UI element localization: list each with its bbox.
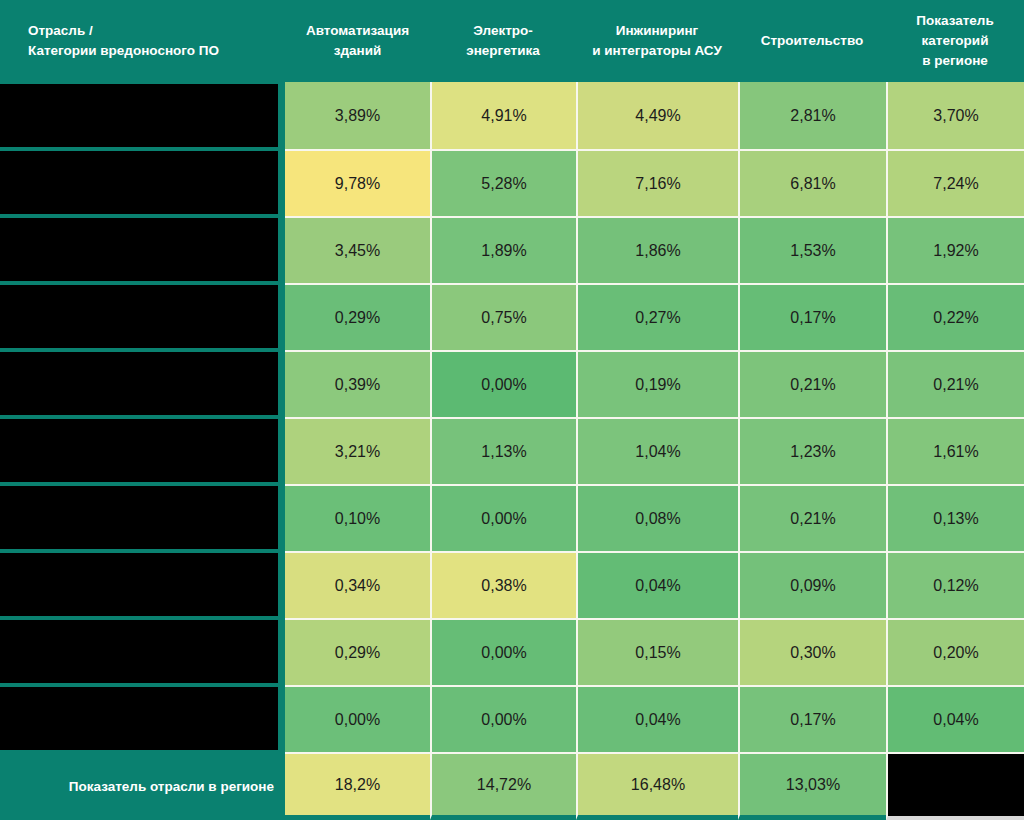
value-cell: 0,39% bbox=[285, 350, 430, 417]
row-label-redacted bbox=[0, 216, 285, 283]
value-cell: 0,21% bbox=[738, 350, 886, 417]
value-cell: 0,17% bbox=[738, 685, 886, 752]
value-cell: 0,27% bbox=[576, 283, 738, 350]
footer-value-cell: 13,03% bbox=[738, 752, 886, 820]
value-cell: 0,20% bbox=[886, 618, 1024, 685]
value-cell: 3,45% bbox=[285, 216, 430, 283]
value-cell: 1,53% bbox=[738, 216, 886, 283]
column-header: Электро- энергетика bbox=[430, 0, 576, 82]
column-header: Автоматизация зданий bbox=[285, 0, 430, 82]
footer-redacted-cell bbox=[886, 752, 1024, 820]
value-cell: 2,81% bbox=[738, 82, 886, 149]
value-cell: 0,21% bbox=[886, 350, 1024, 417]
value-cell: 3,70% bbox=[886, 82, 1024, 149]
footer-value-cell: 14,72% bbox=[430, 752, 576, 820]
value-cell: 0,21% bbox=[738, 484, 886, 551]
value-cell: 0,17% bbox=[738, 283, 886, 350]
column-header: Инжиниринг и интеграторы АСУ bbox=[576, 0, 738, 82]
value-cell: 0,12% bbox=[886, 551, 1024, 618]
value-cell: 0,19% bbox=[576, 350, 738, 417]
value-cell: 0,04% bbox=[576, 551, 738, 618]
value-cell: 0,29% bbox=[285, 283, 430, 350]
value-cell: 0,38% bbox=[430, 551, 576, 618]
footer-value-cell: 18,2% bbox=[285, 752, 430, 820]
value-cell: 0,00% bbox=[430, 350, 576, 417]
value-cell: 0,00% bbox=[430, 685, 576, 752]
value-cell: 0,34% bbox=[285, 551, 430, 618]
malware-industry-heatmap-table: Отрасль / Категории вредоносного ПОАвтом… bbox=[0, 0, 1024, 820]
value-cell: 3,21% bbox=[285, 417, 430, 484]
column-header: Показатель категорий в регионе bbox=[886, 0, 1024, 82]
value-cell: 7,24% bbox=[886, 149, 1024, 216]
value-cell: 4,91% bbox=[430, 82, 576, 149]
value-cell: 6,81% bbox=[738, 149, 886, 216]
value-cell: 0,00% bbox=[430, 484, 576, 551]
value-cell: 0,29% bbox=[285, 618, 430, 685]
value-cell: 0,22% bbox=[886, 283, 1024, 350]
row-label-redacted bbox=[0, 618, 285, 685]
value-cell: 0,00% bbox=[430, 618, 576, 685]
value-cell: 7,16% bbox=[576, 149, 738, 216]
value-cell: 1,89% bbox=[430, 216, 576, 283]
row-label-redacted bbox=[0, 283, 285, 350]
row-label-redacted bbox=[0, 685, 285, 752]
row-label-redacted bbox=[0, 484, 285, 551]
row-label-redacted bbox=[0, 82, 285, 149]
value-cell: 0,09% bbox=[738, 551, 886, 618]
value-cell: 1,23% bbox=[738, 417, 886, 484]
value-cell: 0,75% bbox=[430, 283, 576, 350]
value-cell: 9,78% bbox=[285, 149, 430, 216]
value-cell: 0,04% bbox=[886, 685, 1024, 752]
value-cell: 0,30% bbox=[738, 618, 886, 685]
row-label-redacted bbox=[0, 417, 285, 484]
value-cell: 3,89% bbox=[285, 82, 430, 149]
value-cell: 1,92% bbox=[886, 216, 1024, 283]
row-label-redacted bbox=[0, 551, 285, 618]
value-cell: 1,04% bbox=[576, 417, 738, 484]
value-cell: 0,08% bbox=[576, 484, 738, 551]
value-cell: 1,13% bbox=[430, 417, 576, 484]
value-cell: 1,86% bbox=[576, 216, 738, 283]
value-cell: 1,61% bbox=[886, 417, 1024, 484]
value-cell: 4,49% bbox=[576, 82, 738, 149]
footer-value-cell: 16,48% bbox=[576, 752, 738, 820]
value-cell: 0,15% bbox=[576, 618, 738, 685]
value-cell: 0,00% bbox=[285, 685, 430, 752]
corner-header: Отрасль / Категории вредоносного ПО bbox=[0, 0, 285, 82]
value-cell: 5,28% bbox=[430, 149, 576, 216]
footer-row-label: Показатель отрасли в регионе bbox=[0, 752, 285, 820]
value-cell: 0,10% bbox=[285, 484, 430, 551]
row-label-redacted bbox=[0, 350, 285, 417]
value-cell: 0,13% bbox=[886, 484, 1024, 551]
row-label-redacted bbox=[0, 149, 285, 216]
column-header: Строительство bbox=[738, 0, 886, 82]
value-cell: 0,04% bbox=[576, 685, 738, 752]
